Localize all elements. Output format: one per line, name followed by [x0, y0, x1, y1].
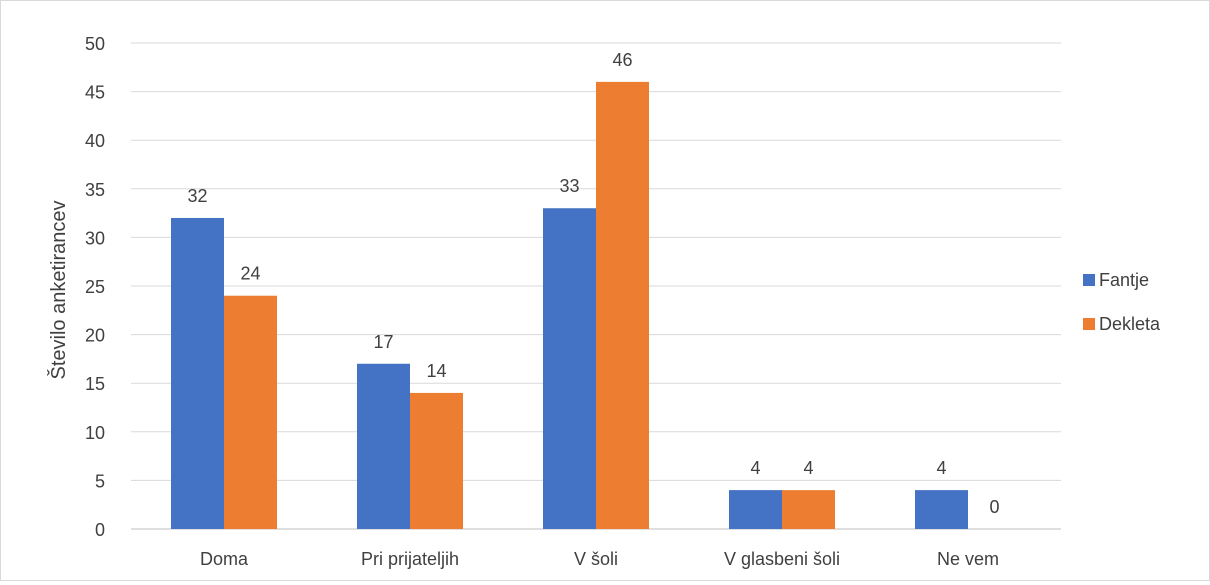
x-tick-label: Ne vem — [937, 549, 999, 569]
y-tick-label: 0 — [95, 520, 105, 540]
y-tick-label: 35 — [85, 180, 105, 200]
x-tick-label: Pri prijateljih — [361, 549, 459, 569]
bar-dekleta — [596, 81, 649, 529]
bar-dekleta — [410, 392, 463, 529]
y-tick-label: 5 — [95, 471, 105, 491]
y-tick-label: 40 — [85, 131, 105, 151]
y-tick-label: 50 — [85, 34, 105, 54]
legend: Fantje Dekleta — [1083, 270, 1161, 334]
x-tick-labels: Doma Pri prijateljih V šoli V glasbeni šoli… — [200, 549, 999, 569]
bar-fantje — [357, 363, 410, 529]
y-tick-label: 10 — [85, 423, 105, 443]
legend-label: Dekleta — [1099, 314, 1161, 334]
legend-swatch-fantje — [1083, 274, 1095, 286]
y-axis-label: Število anketirancev — [47, 201, 70, 380]
legend-label: Fantje — [1099, 270, 1149, 290]
bar-dekleta — [782, 490, 835, 529]
data-label: 14 — [426, 361, 446, 381]
data-label: 4 — [750, 458, 760, 478]
y-tick-label: 15 — [85, 374, 105, 394]
bar-fantje — [171, 217, 224, 529]
data-label: 17 — [373, 332, 393, 352]
data-label: 33 — [559, 176, 579, 196]
y-tick-label: 25 — [85, 277, 105, 297]
bar-fantje — [729, 490, 782, 529]
y-tick-label: 30 — [85, 228, 105, 248]
x-tick-label: Doma — [200, 549, 249, 569]
bar-fantje — [543, 208, 596, 530]
y-tick-label: 45 — [85, 83, 105, 103]
y-tick-labels: 0 5 10 15 20 25 30 35 40 45 50 — [85, 34, 105, 540]
bar-dekleta — [224, 295, 277, 529]
x-tick-label: V glasbeni šoli — [724, 549, 840, 569]
bar-fantje — [915, 490, 968, 529]
data-label: 0 — [989, 497, 999, 517]
legend-swatch-dekleta — [1083, 318, 1095, 330]
data-label: 32 — [187, 186, 207, 206]
data-labels: 32 24 17 14 33 46 4 4 4 0 — [187, 50, 999, 517]
data-label: 4 — [936, 458, 946, 478]
y-tick-label: 20 — [85, 326, 105, 346]
data-label: 46 — [612, 50, 632, 70]
x-tick-label: V šoli — [574, 549, 618, 569]
bars — [171, 81, 968, 530]
data-label: 24 — [240, 264, 260, 284]
data-label: 4 — [803, 458, 813, 478]
